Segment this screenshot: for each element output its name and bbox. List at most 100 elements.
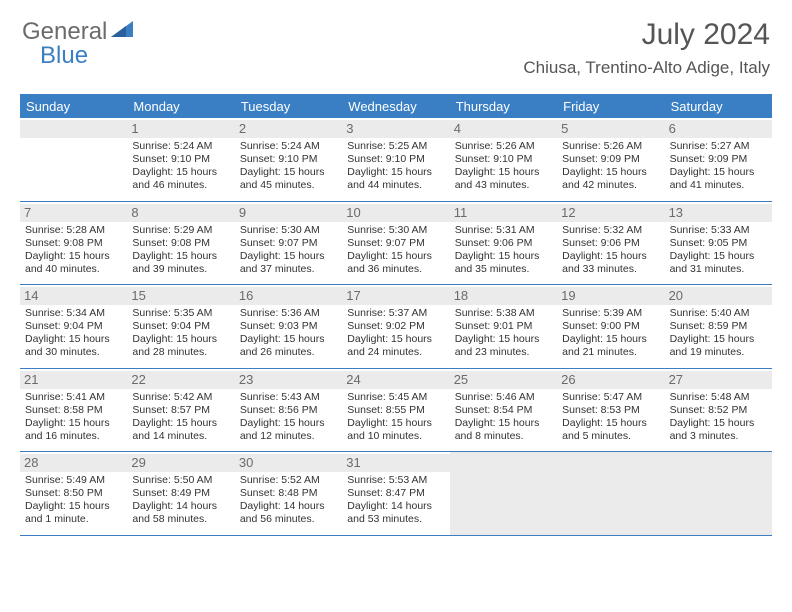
info-line: and 46 minutes.	[131, 179, 230, 192]
empty-cell	[665, 452, 772, 535]
empty-cell	[450, 452, 557, 535]
info-line: and 58 minutes.	[131, 513, 230, 526]
day-cell: 30Sunrise: 5:52 AMSunset: 8:48 PMDayligh…	[235, 452, 342, 535]
day-cell: 13Sunrise: 5:33 AMSunset: 9:05 PMDayligh…	[665, 202, 772, 285]
info-line: Sunrise: 5:47 AM	[561, 391, 660, 404]
info-line: and 44 minutes.	[346, 179, 445, 192]
info-line: Sunrise: 5:27 AM	[669, 140, 768, 153]
date-number: 6	[665, 120, 772, 138]
day-cell: 7Sunrise: 5:28 AMSunset: 9:08 PMDaylight…	[20, 202, 127, 285]
info-line: Daylight: 15 hours	[24, 333, 123, 346]
day-cell: 6Sunrise: 5:27 AMSunset: 9:09 PMDaylight…	[665, 118, 772, 201]
info-line: Sunrise: 5:26 AM	[561, 140, 660, 153]
info-line: Daylight: 15 hours	[131, 333, 230, 346]
info-line: Daylight: 15 hours	[346, 250, 445, 263]
date-number: 20	[665, 287, 772, 305]
info-line: Daylight: 15 hours	[454, 250, 553, 263]
info-line: Sunrise: 5:50 AM	[131, 474, 230, 487]
info-line: Sunset: 8:58 PM	[24, 404, 123, 417]
day-cell: 12Sunrise: 5:32 AMSunset: 9:06 PMDayligh…	[557, 202, 664, 285]
info-line: Daylight: 15 hours	[131, 166, 230, 179]
info-line: Sunset: 9:06 PM	[454, 237, 553, 250]
logo-triangle-icon	[111, 21, 133, 44]
info-line: Daylight: 15 hours	[24, 500, 123, 513]
day-cell: 27Sunrise: 5:48 AMSunset: 8:52 PMDayligh…	[665, 369, 772, 452]
week-row: 21Sunrise: 5:41 AMSunset: 8:58 PMDayligh…	[20, 369, 772, 453]
day-cell: 15Sunrise: 5:35 AMSunset: 9:04 PMDayligh…	[127, 285, 234, 368]
info-line: Sunrise: 5:43 AM	[239, 391, 338, 404]
day-cell: 24Sunrise: 5:45 AMSunset: 8:55 PMDayligh…	[342, 369, 449, 452]
date-number: 30	[235, 454, 342, 472]
day-cell: 1Sunrise: 5:24 AMSunset: 9:10 PMDaylight…	[127, 118, 234, 201]
info-line: Sunset: 8:56 PM	[239, 404, 338, 417]
info-line: and 42 minutes.	[561, 179, 660, 192]
info-line: and 16 minutes.	[24, 430, 123, 443]
day-cell: 18Sunrise: 5:38 AMSunset: 9:01 PMDayligh…	[450, 285, 557, 368]
empty-cell	[557, 452, 664, 535]
day-header: Monday	[127, 96, 234, 118]
info-line: Sunset: 9:09 PM	[669, 153, 768, 166]
info-line: Sunset: 9:10 PM	[346, 153, 445, 166]
date-number: 11	[450, 204, 557, 222]
date-number: 4	[450, 120, 557, 138]
info-line: Sunset: 8:55 PM	[346, 404, 445, 417]
info-line: Daylight: 15 hours	[561, 333, 660, 346]
date-number: 29	[127, 454, 234, 472]
info-line: Sunset: 8:57 PM	[131, 404, 230, 417]
info-line: and 5 minutes.	[561, 430, 660, 443]
day-cell: 22Sunrise: 5:42 AMSunset: 8:57 PMDayligh…	[127, 369, 234, 452]
logo-blue-line: Blue	[40, 42, 88, 70]
empty-cell	[20, 118, 127, 201]
info-line: Sunrise: 5:30 AM	[239, 224, 338, 237]
date-number: 13	[665, 204, 772, 222]
date-number: 19	[557, 287, 664, 305]
week-row: 1Sunrise: 5:24 AMSunset: 9:10 PMDaylight…	[20, 118, 772, 202]
day-cell: 17Sunrise: 5:37 AMSunset: 9:02 PMDayligh…	[342, 285, 449, 368]
info-line: Daylight: 15 hours	[669, 417, 768, 430]
week-row: 28Sunrise: 5:49 AMSunset: 8:50 PMDayligh…	[20, 452, 772, 536]
date-number: 28	[20, 454, 127, 472]
info-line: Daylight: 15 hours	[24, 250, 123, 263]
day-header: Friday	[557, 96, 664, 118]
month-title: July 2024	[523, 18, 770, 52]
info-line: Daylight: 14 hours	[239, 500, 338, 513]
info-line: and 24 minutes.	[346, 346, 445, 359]
info-line: Sunrise: 5:38 AM	[454, 307, 553, 320]
date-number: 27	[665, 371, 772, 389]
info-line: and 28 minutes.	[131, 346, 230, 359]
info-line: Sunset: 9:02 PM	[346, 320, 445, 333]
day-header: Thursday	[450, 96, 557, 118]
info-line: Sunset: 8:47 PM	[346, 487, 445, 500]
info-line: Sunrise: 5:42 AM	[131, 391, 230, 404]
info-line: Sunrise: 5:29 AM	[131, 224, 230, 237]
info-line: Sunset: 9:04 PM	[24, 320, 123, 333]
calendar: SundayMondayTuesdayWednesdayThursdayFrid…	[20, 94, 772, 536]
info-line: Daylight: 15 hours	[24, 417, 123, 430]
info-line: Daylight: 15 hours	[669, 333, 768, 346]
info-line: Daylight: 15 hours	[346, 417, 445, 430]
location: Chiusa, Trentino-Alto Adige, Italy	[523, 58, 770, 78]
info-line: Sunset: 9:10 PM	[239, 153, 338, 166]
day-header: Wednesday	[342, 96, 449, 118]
info-line: and 43 minutes.	[454, 179, 553, 192]
date-number: 5	[557, 120, 664, 138]
info-line: Sunrise: 5:35 AM	[131, 307, 230, 320]
info-line: Sunset: 9:01 PM	[454, 320, 553, 333]
info-line: and 36 minutes.	[346, 263, 445, 276]
date-number: 8	[127, 204, 234, 222]
day-header: Tuesday	[235, 96, 342, 118]
date-number: 14	[20, 287, 127, 305]
day-cell: 2Sunrise: 5:24 AMSunset: 9:10 PMDaylight…	[235, 118, 342, 201]
day-cell: 23Sunrise: 5:43 AMSunset: 8:56 PMDayligh…	[235, 369, 342, 452]
info-line: Sunrise: 5:24 AM	[239, 140, 338, 153]
info-line: Sunset: 9:08 PM	[24, 237, 123, 250]
info-line: and 23 minutes.	[454, 346, 553, 359]
date-number: 15	[127, 287, 234, 305]
day-cell: 8Sunrise: 5:29 AMSunset: 9:08 PMDaylight…	[127, 202, 234, 285]
info-line: Daylight: 15 hours	[561, 417, 660, 430]
date-number: 22	[127, 371, 234, 389]
date-number: 21	[20, 371, 127, 389]
info-line: Sunset: 9:09 PM	[561, 153, 660, 166]
info-line: Sunset: 8:52 PM	[669, 404, 768, 417]
info-line: Daylight: 15 hours	[454, 417, 553, 430]
